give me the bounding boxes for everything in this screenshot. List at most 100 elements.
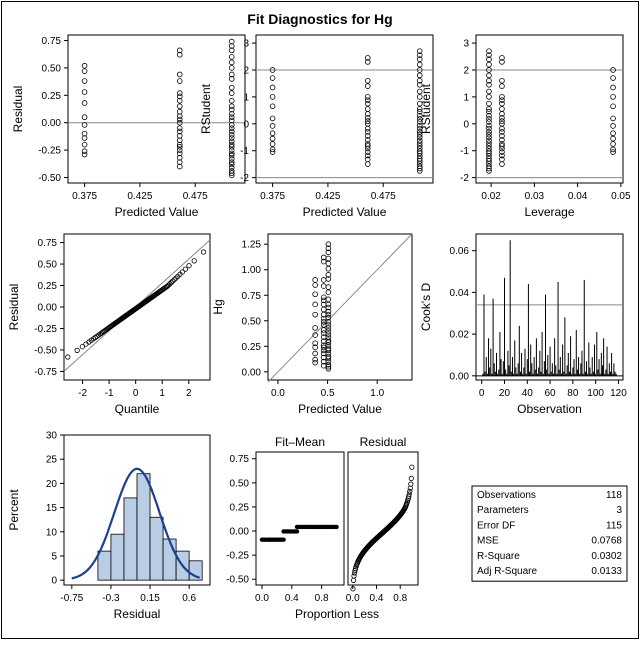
qq-plot-ytick-label: 0.00 [38, 303, 58, 314]
resid_pred-ytick-label: -0.50 [38, 173, 61, 184]
rstud_lev-point [486, 88, 492, 95]
rstud_lev-point [610, 115, 616, 122]
rstud_lev-point [499, 97, 505, 103]
rstud_lev-xlabel: Leverage [524, 205, 574, 219]
rstud_pred-point [416, 140, 423, 146]
observed-by-predicted-point [325, 347, 332, 354]
rstud_lev-point [486, 131, 492, 138]
rstud_lev-point [486, 168, 492, 174]
resid_pred-point [228, 54, 235, 60]
fit-statistic-label: Observations [477, 490, 536, 501]
rstud_pred-point [416, 134, 423, 141]
normal-density-curve [71, 467, 200, 580]
fit-statistic-value: 0.0768 [591, 536, 622, 547]
cooks-d-plot-ytick-label: 0.06 [450, 246, 470, 257]
rstud_lev-ytick-label: -1 [460, 146, 469, 157]
resid_pred-point [176, 71, 183, 78]
resid_pred-ytick-label: 0.50 [42, 63, 62, 74]
rstud_lev-point [486, 140, 492, 146]
observed-by-predicted-point [325, 314, 332, 321]
resid_pred-ytick-label: 0.25 [42, 91, 62, 102]
resid_pred-point [176, 113, 183, 119]
qq-plot-point [182, 266, 188, 272]
resid_pred-point [81, 100, 88, 106]
rstud_pred-point [416, 77, 423, 84]
rstud_pred-point [416, 94, 423, 100]
resid_pred-point [228, 84, 235, 91]
observed-by-predicted-point [325, 265, 332, 272]
qq-plot-point [74, 347, 80, 353]
rstud_pred-point [364, 133, 371, 139]
residual-histogram-xlabel: Residual [114, 607, 161, 621]
residual-spread-point [408, 475, 414, 481]
resid_pred-point [81, 122, 88, 128]
rstud_pred-xlabel: Predicted Value [303, 205, 387, 219]
rstud_pred-point [416, 131, 423, 138]
qq-plot-point [170, 278, 176, 284]
resid_pred-point [228, 106, 235, 113]
rstud_lev-point [486, 134, 492, 141]
observed-by-predicted-point [312, 311, 318, 318]
cooks-d-plot-ytick-label: 0.04 [450, 288, 470, 299]
rstud_lev-point [610, 123, 616, 129]
cooks-d-plot-xtick-label: 100 [587, 388, 604, 399]
resid_pred-point [176, 90, 183, 96]
cooks-d-plot-xtick-label: 80 [567, 388, 579, 399]
rstud_pred-point [364, 143, 371, 149]
rstud_lev-point [610, 149, 616, 155]
residual-histogram-ytick-label: 5 [51, 551, 57, 562]
qq-plot-ytick-label: -0.50 [34, 345, 57, 356]
observed-by-predicted-point [325, 328, 332, 334]
residual-spread-point [352, 567, 358, 574]
rstud_pred-point [416, 100, 423, 107]
figure-title: Fit Diagnostics for Hg [247, 11, 392, 27]
observed-by-predicted-point [325, 308, 332, 315]
rstud_pred-point [416, 112, 423, 119]
cooks-d-plot-xlabel: Observation [517, 402, 582, 416]
residual-histogram-xtick-label: -0.3 [102, 593, 120, 604]
resid_pred-point [81, 151, 88, 158]
rstud_pred-point [364, 129, 371, 135]
resid_pred-point [176, 141, 183, 148]
rstud_pred-point [364, 97, 371, 103]
fit-mean-panel-xtick-label: 0.4 [285, 593, 299, 604]
resid_pred-point [176, 125, 183, 131]
observed-by-predicted-point [325, 325, 332, 331]
residual-histogram-ylabel: Percent [7, 489, 21, 531]
rstud_pred-ylabel: RStudent [199, 83, 213, 134]
fit-mean-panel-ytick-label: 0.00 [230, 527, 250, 538]
resid_pred-point [228, 172, 235, 179]
resid_pred-point [228, 128, 235, 135]
qq-plot-xtick-label: 1 [159, 388, 165, 399]
rstud_pred-point [364, 118, 371, 124]
rstud_lev-point [486, 106, 492, 112]
fit-statistic-value: 0.0133 [591, 566, 622, 577]
resid_pred-xlabel: Predicted Value [115, 205, 199, 219]
rstud_pred-point [416, 150, 423, 157]
qq-plot-xtick-label: -2 [78, 388, 87, 399]
rstud_lev-point [486, 52, 492, 58]
qq-plot-point [171, 277, 177, 283]
rstud_pred-point [364, 83, 371, 89]
rstud_pred-point [364, 94, 371, 100]
resid_pred-point [228, 150, 235, 157]
resid_pred-point [228, 76, 235, 82]
observed-by-predicted-xtick-label: 0.5 [321, 388, 335, 399]
resid_pred-point [176, 97, 183, 104]
qq-plot-point [186, 263, 192, 269]
residual-spread-panel-xtick-label: 0.0 [346, 593, 360, 604]
rstud_pred-point [416, 129, 423, 135]
rstud_lev-ytick-label: 1 [463, 92, 469, 103]
rstud_lev-point [486, 67, 492, 73]
rstud_lev-point [610, 75, 616, 81]
rstud_lev-point [499, 129, 505, 135]
resid_pred-xtick-label: 0.375 [72, 191, 97, 202]
rstud_lev-point [486, 77, 492, 84]
histogram-bar [110, 533, 125, 581]
resid_pred-ylabel: Residual [11, 86, 25, 133]
rstud_lev-point [486, 116, 492, 122]
rstud_pred-xtick-label: 0.375 [260, 191, 285, 202]
rstud_pred-point [416, 165, 423, 172]
